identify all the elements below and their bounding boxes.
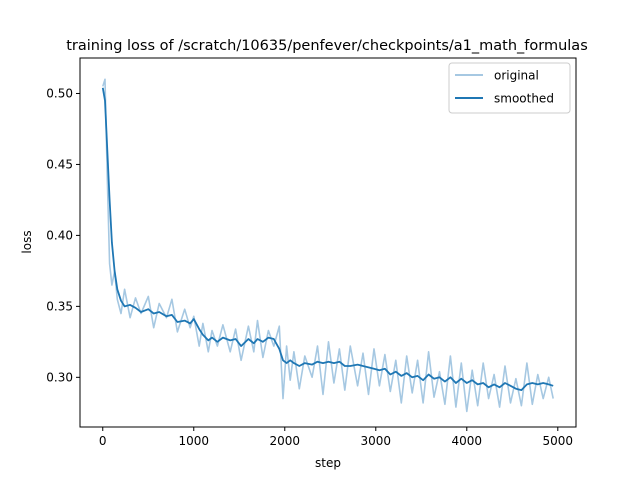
y-tick-label: 0.40 — [46, 228, 73, 242]
x-tick-label: 0 — [99, 434, 107, 448]
chart-title: training loss of /scratch/10635/penfever… — [66, 38, 588, 54]
y-tick-label: 0.45 — [46, 157, 73, 171]
legend-label-original: original — [494, 69, 539, 83]
y-tick-label: 0.35 — [46, 299, 73, 313]
x-tick-label: 2000 — [269, 434, 300, 448]
x-tick-label: 4000 — [452, 434, 483, 448]
x-tick-label: 1000 — [178, 434, 209, 448]
x-tick-label: 5000 — [543, 434, 574, 448]
x-tick-label: 3000 — [361, 434, 392, 448]
x-axis-label: step — [315, 456, 341, 470]
y-tick-label: 0.30 — [46, 370, 73, 384]
legend: original smoothed — [449, 63, 570, 113]
y-tick-label: 0.50 — [46, 86, 73, 100]
y-axis-label: loss — [20, 230, 34, 253]
legend-label-smoothed: smoothed — [494, 92, 554, 106]
